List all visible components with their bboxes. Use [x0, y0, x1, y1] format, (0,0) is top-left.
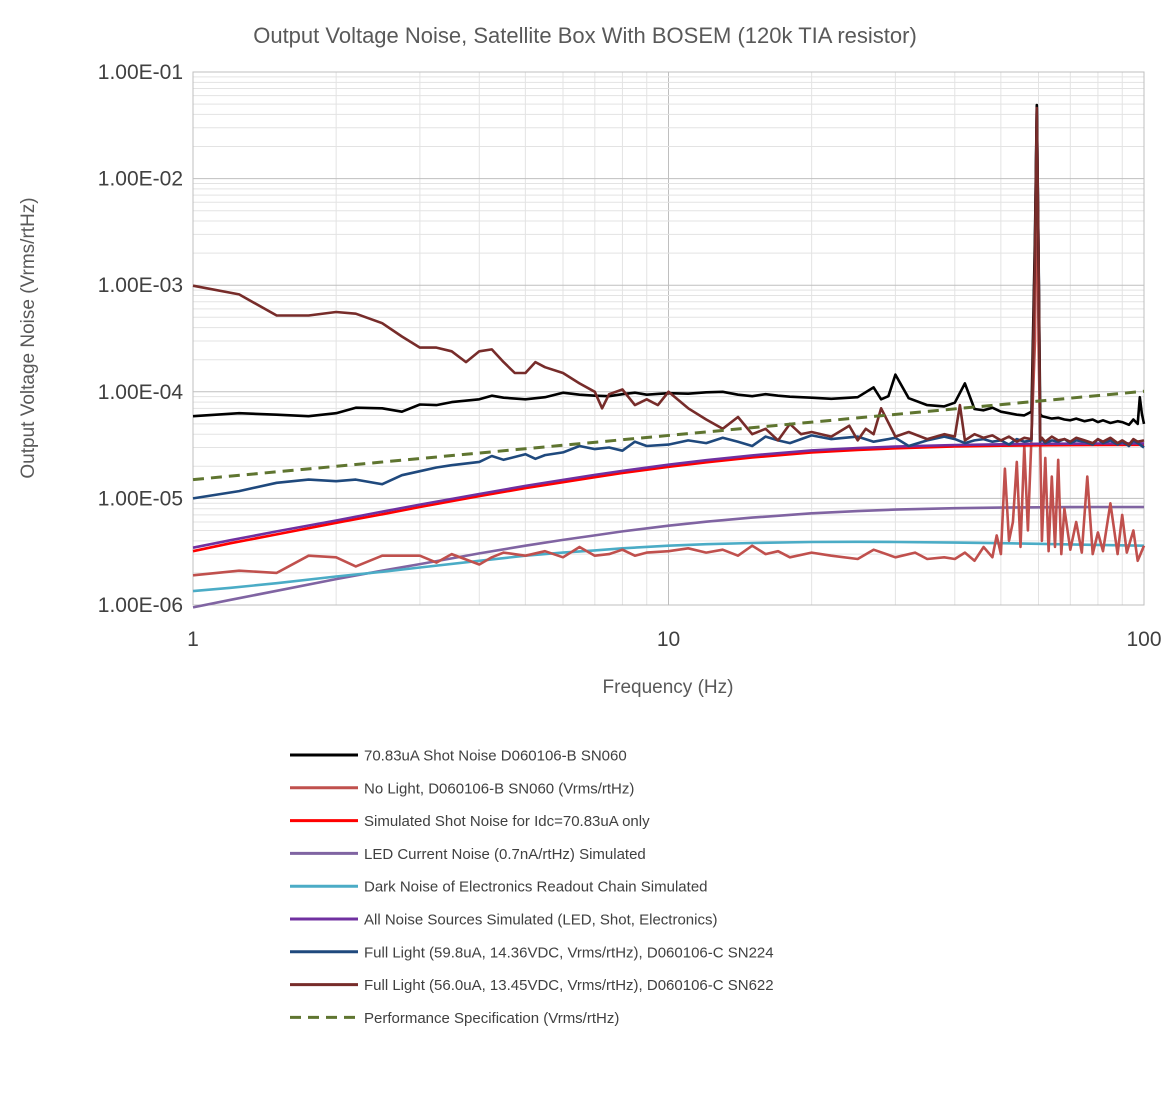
- series-line: [192, 442, 1145, 549]
- legend-label: Full Light (56.0uA, 13.45VDC, Vrms/rtHz)…: [364, 977, 774, 994]
- legend: 70.83uA Shot Noise D060106-B SN060 No Lig…: [290, 748, 774, 1027]
- y-tick-label: 1.00E-01: [98, 61, 183, 84]
- series-line: [192, 104, 1145, 500]
- legend-label: No Light, D060106-B SN060 (Vrms/rtHz): [364, 780, 634, 797]
- legend-label: All Noise Sources Simulated (LED, Shot, …: [364, 912, 717, 929]
- x-tick-label: 10: [657, 628, 680, 651]
- legend-label: Simulated Shot Noise for Idc=70.83uA onl…: [364, 813, 650, 830]
- y-tick-label: 1.00E-05: [98, 487, 183, 510]
- series-layer: [192, 103, 1146, 609]
- legend-label: 70.83uA Shot Noise D060106-B SN060: [364, 748, 627, 765]
- x-tick-label: 100: [1126, 628, 1161, 651]
- series-line: [192, 540, 1145, 593]
- series-line: [192, 389, 1145, 482]
- y-axis-label: Output Voltage Noise (Vrms/rtHz): [18, 197, 39, 478]
- series-line: [192, 106, 1145, 446]
- chart-title: Output Voltage Noise, Satellite Box With…: [253, 23, 917, 48]
- y-axis-ticks: 1.00E-06 1.00E-05 1.00E-04 1.00E-03 1.00E-02…: [98, 61, 184, 617]
- legend-label: Performance Specification (Vrms/rtHz): [364, 1010, 619, 1027]
- plot-area-border: [192, 71, 1145, 606]
- legend-label: Full Light (59.8uA, 14.36VDC, Vrms/rtHz)…: [364, 944, 774, 961]
- legend-label: LED Current Noise (0.7nA/rtHz) Simulated: [364, 846, 646, 863]
- y-tick-label: 1.00E-06: [98, 594, 183, 617]
- y-tick-label: 1.00E-04: [98, 381, 184, 404]
- x-axis-ticks: 1 10 100: [187, 628, 1161, 651]
- series-line: [192, 443, 1145, 553]
- y-tick-label: 1.00E-02: [98, 168, 183, 191]
- grid: [193, 72, 1144, 605]
- series-line: [192, 113, 1146, 577]
- legend-label: Dark Noise of Electronics Readout Chain …: [364, 879, 708, 896]
- series-line: [192, 103, 1146, 427]
- x-axis-label: Frequency (Hz): [603, 677, 734, 698]
- x-tick-label: 1: [187, 628, 199, 651]
- y-tick-label: 1.00E-03: [98, 274, 183, 297]
